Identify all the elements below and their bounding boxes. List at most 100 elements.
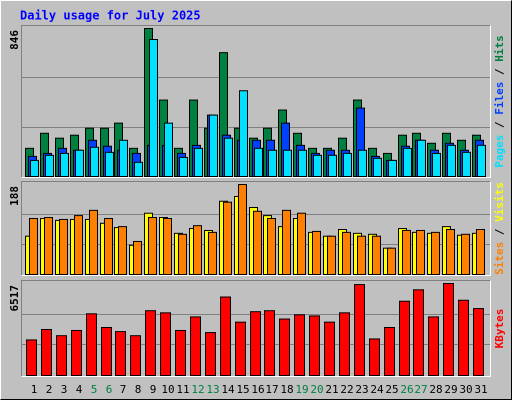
legend-entry: Pages xyxy=(493,135,506,168)
bar xyxy=(294,314,305,376)
bar xyxy=(384,327,395,376)
bar xyxy=(443,283,454,376)
bar xyxy=(209,114,218,177)
bar xyxy=(193,225,202,275)
bar xyxy=(101,327,112,376)
bar xyxy=(462,151,471,177)
bar xyxy=(235,321,246,377)
x-tick-label: 31 xyxy=(474,383,487,396)
bar xyxy=(148,217,157,276)
y-tick-label: 846 xyxy=(8,30,21,50)
x-tick-label: 8 xyxy=(135,383,142,396)
x-tick-label: 11 xyxy=(176,383,189,396)
x-tick-label: 6 xyxy=(106,383,113,396)
bar xyxy=(399,300,410,376)
x-tick-label: 14 xyxy=(221,383,235,396)
chart-title: Daily usage for July 2025 xyxy=(20,9,201,23)
legend-entry: Hits xyxy=(493,35,506,62)
bar xyxy=(388,159,397,178)
bar xyxy=(75,149,84,177)
bar xyxy=(324,321,335,377)
bar xyxy=(342,231,351,276)
bar xyxy=(328,154,337,178)
bar xyxy=(119,139,128,177)
legend-entry: Files xyxy=(493,82,506,115)
bar xyxy=(56,335,67,377)
legend-separator: / xyxy=(493,62,506,82)
x-tick-label: 20 xyxy=(310,383,323,396)
x-tick-label: 1 xyxy=(31,383,38,396)
bar xyxy=(250,311,261,376)
legend: Pages / Files / Hits xyxy=(493,35,506,168)
x-tick-label: 13 xyxy=(206,383,219,396)
bar xyxy=(223,201,232,275)
bar xyxy=(312,230,321,275)
x-tick-label: 29 xyxy=(444,383,457,396)
bar xyxy=(327,235,336,276)
x-tick-label: 19 xyxy=(295,383,308,396)
bar xyxy=(264,310,275,376)
bar xyxy=(339,312,350,377)
bar xyxy=(71,329,82,376)
bar xyxy=(190,316,201,377)
x-tick-label: 30 xyxy=(459,383,472,396)
bar xyxy=(432,152,441,178)
legend-entry: Visits xyxy=(493,182,506,222)
bar xyxy=(194,147,203,178)
bar xyxy=(104,217,113,276)
bar xyxy=(282,209,291,275)
x-tick-label: 2 xyxy=(46,383,53,396)
bar xyxy=(178,233,187,275)
bar xyxy=(45,154,54,178)
bar xyxy=(163,217,172,276)
legend: KBytes xyxy=(493,309,506,349)
x-tick-label: 3 xyxy=(61,383,68,396)
x-tick-label: 15 xyxy=(236,383,249,396)
bar xyxy=(343,152,352,178)
bar xyxy=(90,146,99,177)
panel-bevel-light xyxy=(21,280,491,377)
bar xyxy=(160,312,171,377)
bar xyxy=(461,233,470,275)
bar xyxy=(41,328,52,376)
panel-bevel-dark xyxy=(21,280,491,377)
bar xyxy=(205,332,216,376)
x-tick-label: 10 xyxy=(161,383,174,396)
x-tick-label: 5 xyxy=(91,383,98,396)
x-tick-label: 26 xyxy=(400,383,413,396)
x-tick-label: 23 xyxy=(355,383,368,396)
bar xyxy=(446,229,455,275)
legend: Sites / Visits xyxy=(493,182,506,275)
bar xyxy=(417,139,426,177)
bar xyxy=(115,331,126,377)
bar xyxy=(458,299,469,376)
bar xyxy=(89,209,98,275)
bar xyxy=(130,335,141,377)
x-tick-label: 22 xyxy=(340,383,353,396)
bar xyxy=(86,313,97,377)
bar xyxy=(413,289,424,377)
bar xyxy=(358,149,367,177)
bar xyxy=(369,338,380,376)
x-tick-label: 25 xyxy=(385,383,398,396)
x-tick-label: 16 xyxy=(251,383,264,396)
bar xyxy=(447,144,456,177)
x-tick-label: 21 xyxy=(325,383,338,396)
bar xyxy=(431,231,440,276)
bar xyxy=(133,240,142,275)
bar xyxy=(477,144,486,177)
x-tick-label: 4 xyxy=(76,383,83,396)
bar xyxy=(476,229,485,275)
bar xyxy=(134,161,143,178)
y-tick-label: 6517 xyxy=(8,285,21,312)
bar xyxy=(145,310,156,376)
bar xyxy=(403,147,412,178)
bar xyxy=(220,296,231,376)
bar xyxy=(313,154,322,178)
x-tick-label: 27 xyxy=(414,383,427,396)
bar xyxy=(298,149,307,177)
bar xyxy=(268,149,277,177)
x-tick-label: 18 xyxy=(280,383,293,396)
y-tick-label: 188 xyxy=(8,186,21,206)
